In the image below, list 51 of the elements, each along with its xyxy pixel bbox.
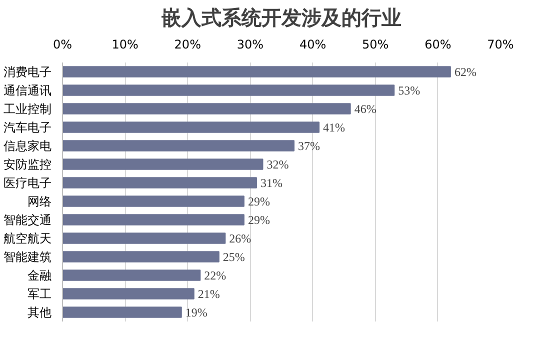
y-tick-label: 工业控制 xyxy=(4,102,52,116)
data-label: 29% xyxy=(248,212,270,227)
bar xyxy=(62,251,220,262)
bar xyxy=(62,214,244,226)
x-tick-label: 0% xyxy=(52,38,72,52)
y-tick-label: 医疗电子 xyxy=(4,176,52,190)
y-tick-label: 智能建筑 xyxy=(4,250,52,264)
chart-title: 嵌入式系统开发涉及的行业 xyxy=(160,6,402,30)
data-label: 19% xyxy=(185,305,208,320)
data-label: 31% xyxy=(260,176,282,190)
y-tick-label: 金融 xyxy=(28,268,52,282)
y-tick-label: 网络 xyxy=(28,194,52,208)
bar xyxy=(62,232,226,244)
y-tick-label: 信息家电 xyxy=(4,138,52,153)
data-label: 53% xyxy=(398,83,420,98)
bar xyxy=(62,196,244,207)
x-tick-label: 40% xyxy=(299,38,326,52)
data-label: 37% xyxy=(298,138,320,153)
x-tick-label: 50% xyxy=(362,38,389,52)
x-tick-label: 30% xyxy=(236,38,264,52)
y-tick-label: 汽车电子 xyxy=(4,120,52,134)
bar xyxy=(62,84,395,96)
bar xyxy=(62,158,264,170)
data-label: 29% xyxy=(248,194,270,208)
x-tick-label: 10% xyxy=(112,38,138,52)
bar xyxy=(62,140,295,152)
data-label: 32% xyxy=(266,157,289,172)
x-tick-label: 60% xyxy=(424,38,452,52)
y-tick-label: 通信通讯 xyxy=(4,83,52,98)
data-label: 26% xyxy=(229,231,252,246)
bar xyxy=(62,122,320,133)
y-tick-label: 消费电子 xyxy=(4,64,52,79)
bar xyxy=(62,306,182,318)
data-label: 25% xyxy=(222,250,245,264)
bar xyxy=(62,103,351,114)
bar xyxy=(62,270,201,281)
bar xyxy=(62,177,257,188)
data-label: 62% xyxy=(454,64,476,79)
x-tick-label: 20% xyxy=(174,38,201,52)
y-tick-label: 智能交通 xyxy=(4,212,52,227)
y-tick-label: 航空航天 xyxy=(4,231,52,246)
y-tick-label: 军工 xyxy=(28,286,52,301)
y-tick-label: 其他 xyxy=(28,305,52,320)
data-label: 21% xyxy=(198,286,220,301)
data-label: 22% xyxy=(204,268,226,282)
bar xyxy=(62,288,194,300)
y-tick-label: 安防监控 xyxy=(4,157,52,172)
data-label: 41% xyxy=(323,120,346,134)
x-tick-label: 70% xyxy=(487,38,514,52)
data-label: 46% xyxy=(354,102,376,116)
bar xyxy=(62,66,451,78)
